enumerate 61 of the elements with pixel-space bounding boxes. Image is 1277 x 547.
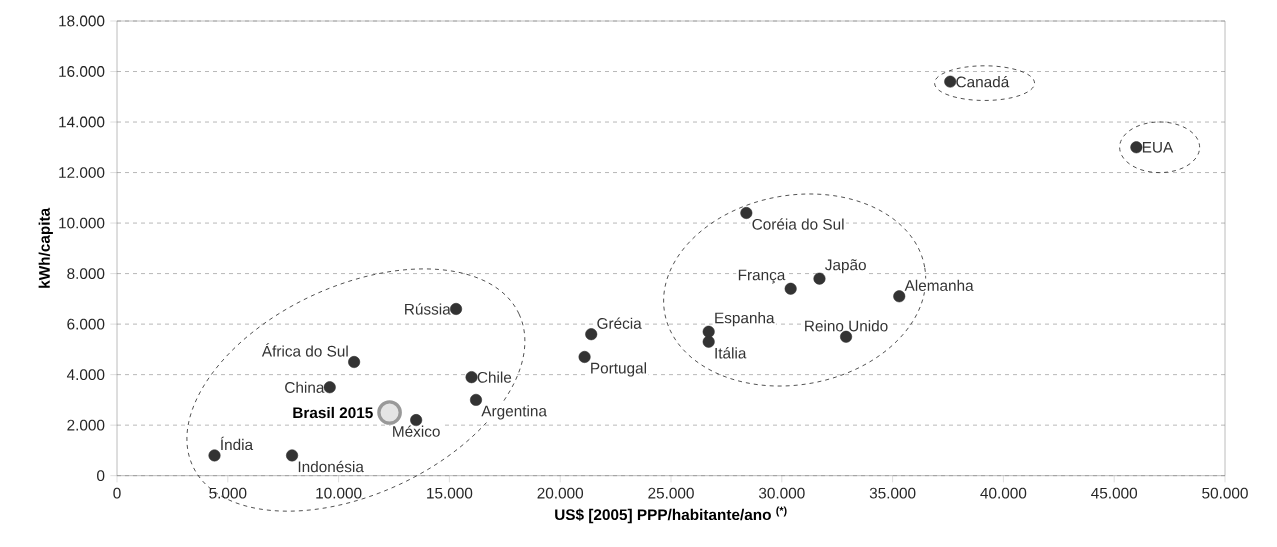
x-tick-label: 0: [113, 487, 121, 499]
point: [450, 302, 463, 315]
x-tick-label: 30.000: [758, 487, 805, 499]
point: [944, 75, 957, 88]
point: [784, 282, 797, 295]
annotation: Coréia do Sul: [752, 218, 844, 230]
point: [585, 328, 598, 341]
annotation: Grécia: [597, 317, 642, 329]
x-tick-label: 40.000: [980, 487, 1027, 499]
annotation: Indonésia: [298, 460, 364, 473]
y-tick-label: 4.000: [66, 369, 105, 381]
y-tick-label: 6.000: [67, 318, 105, 330]
x-tick-label: 20.000: [537, 487, 584, 499]
legend-label: Brasil 2015: [293, 406, 373, 419]
annotation: China: [285, 381, 325, 393]
annotation: França: [738, 269, 786, 284]
y-axis-title: kWh/capita: [38, 207, 53, 288]
x-tick-label: 15.000: [427, 487, 473, 499]
annotation: Índia: [220, 436, 254, 451]
y-tick-label: 14.000: [59, 116, 105, 128]
point: [465, 371, 478, 384]
point: [1130, 141, 1143, 154]
y-tick-label: 8.000: [67, 268, 105, 280]
x-tick-label: 25.000: [648, 487, 694, 499]
point: [893, 290, 906, 303]
y-tick-label: 16.000: [59, 66, 105, 77]
x-tick-label: 5.000: [209, 487, 247, 499]
y-tick-label: 18.000: [59, 15, 105, 27]
x-tick-label: 35.000: [869, 487, 916, 499]
point: [740, 206, 753, 219]
annotation: México: [393, 425, 440, 437]
annotation: Itália: [715, 347, 747, 359]
x-tick-label: 50.000: [1202, 487, 1248, 499]
annotation: Rússia: [405, 303, 451, 315]
point: [578, 350, 591, 363]
point: [840, 330, 853, 343]
annotation: Portugal: [591, 362, 646, 377]
point: [469, 393, 482, 406]
y-tick-label: 10.000: [59, 217, 105, 229]
annotation: EUA: [1142, 141, 1174, 153]
annotation: Espanha: [715, 312, 775, 327]
y-tick-label: 0: [97, 470, 105, 482]
point: [286, 449, 299, 462]
annotation: Reino Unido: [805, 320, 888, 332]
annotation: Alemanha: [904, 279, 974, 291]
point: [702, 335, 715, 348]
x-tick-label: 45.000: [1091, 487, 1138, 499]
annotation: Chile: [477, 371, 512, 383]
annotation: Japão: [825, 259, 866, 274]
x-axis-title: US$ [2005] PPP/habitante/ano $^{(*)}$: [555, 506, 787, 524]
annotation: África do Sul: [261, 343, 348, 357]
point: [377, 400, 402, 425]
annotation: Argentina: [481, 405, 547, 420]
y-tick-label: 12.000: [59, 167, 105, 178]
point: [813, 272, 826, 285]
point: [348, 356, 361, 369]
point: [702, 325, 715, 338]
point: [208, 449, 221, 462]
y-tick-label: 2.000: [67, 419, 105, 431]
annotation: Canadá: [956, 75, 1010, 88]
x-tick-label: 10.000: [316, 487, 362, 499]
